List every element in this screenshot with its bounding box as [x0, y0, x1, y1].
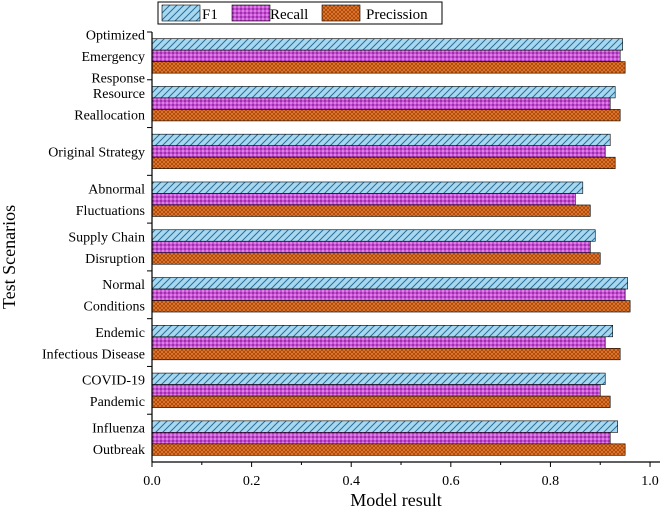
category-label-8: Influenza Outbreak — [92, 421, 146, 458]
legend-label-precission: Precission — [366, 7, 428, 23]
bar-f1-3 — [151, 181, 584, 194]
bar-precission-8 — [151, 443, 626, 456]
legend-swatch-recall — [231, 4, 271, 22]
bar-recall-0 — [151, 49, 621, 62]
bar-f1-2 — [151, 133, 611, 146]
bar-recall-8 — [151, 432, 611, 445]
x-tick-label-3: 0.6 — [442, 474, 460, 489]
bar-precission-1 — [151, 109, 621, 122]
y-axis-title: Test Scenarios — [0, 205, 19, 309]
bar-precission-5 — [151, 300, 631, 313]
bar-f1-8 — [151, 420, 618, 433]
bar-recall-3 — [151, 193, 576, 206]
bar-precission-3 — [151, 204, 591, 217]
legend: F1 Recall Precission — [157, 1, 443, 25]
category-label-5: Normal Conditions — [84, 278, 146, 315]
bar-f1-4 — [151, 229, 596, 242]
bar-f1-5 — [151, 277, 628, 290]
category-label-4: Supply Chain Disruption — [68, 230, 145, 266]
legend-swatch-precission — [321, 4, 361, 22]
category-label-3: Abnormal Fluctuations — [76, 183, 145, 220]
x-tick-label-4: 0.8 — [542, 474, 560, 489]
legend-swatch-f1 — [161, 4, 201, 22]
bar-precission-6 — [151, 348, 621, 361]
bar-f1-7 — [151, 372, 606, 385]
category-label-7: COVID-19 Pandemic — [82, 374, 145, 411]
bar-f1-1 — [151, 86, 616, 99]
legend-label-f1: F1 — [202, 7, 218, 23]
x-axis-title: Model result — [350, 490, 442, 510]
bar-f1-0 — [151, 38, 623, 51]
bar-recall-1 — [151, 97, 611, 110]
bar-precission-7 — [151, 395, 611, 408]
plot-area — [151, 38, 631, 456]
legend-box — [157, 1, 443, 25]
bar-precission-2 — [151, 156, 616, 169]
category-label-1: Resource Reallocation — [74, 87, 145, 124]
category-label-2: Original Strategy — [48, 145, 145, 160]
bar-f1-6 — [151, 325, 613, 338]
category-label-6: Endemic Infectious Disease — [42, 326, 145, 363]
bar-precission-0 — [151, 61, 626, 74]
x-tick-label-0: 0.0 — [143, 474, 161, 489]
bar-recall-2 — [151, 145, 606, 158]
bar-recall-4 — [151, 240, 591, 254]
bar-recall-5 — [151, 288, 626, 301]
x-tick-label-1: 0.2 — [243, 474, 261, 489]
bar-precission-4 — [151, 252, 601, 265]
x-tick-label-5: 1.0 — [641, 474, 659, 489]
bar-recall-6 — [151, 336, 606, 349]
legend-label-recall: Recall — [270, 7, 308, 23]
category-label-0: Optimized Emergency Response — [82, 28, 146, 86]
bar-recall-7 — [151, 384, 601, 397]
x-tick-label-2: 0.4 — [342, 474, 360, 489]
